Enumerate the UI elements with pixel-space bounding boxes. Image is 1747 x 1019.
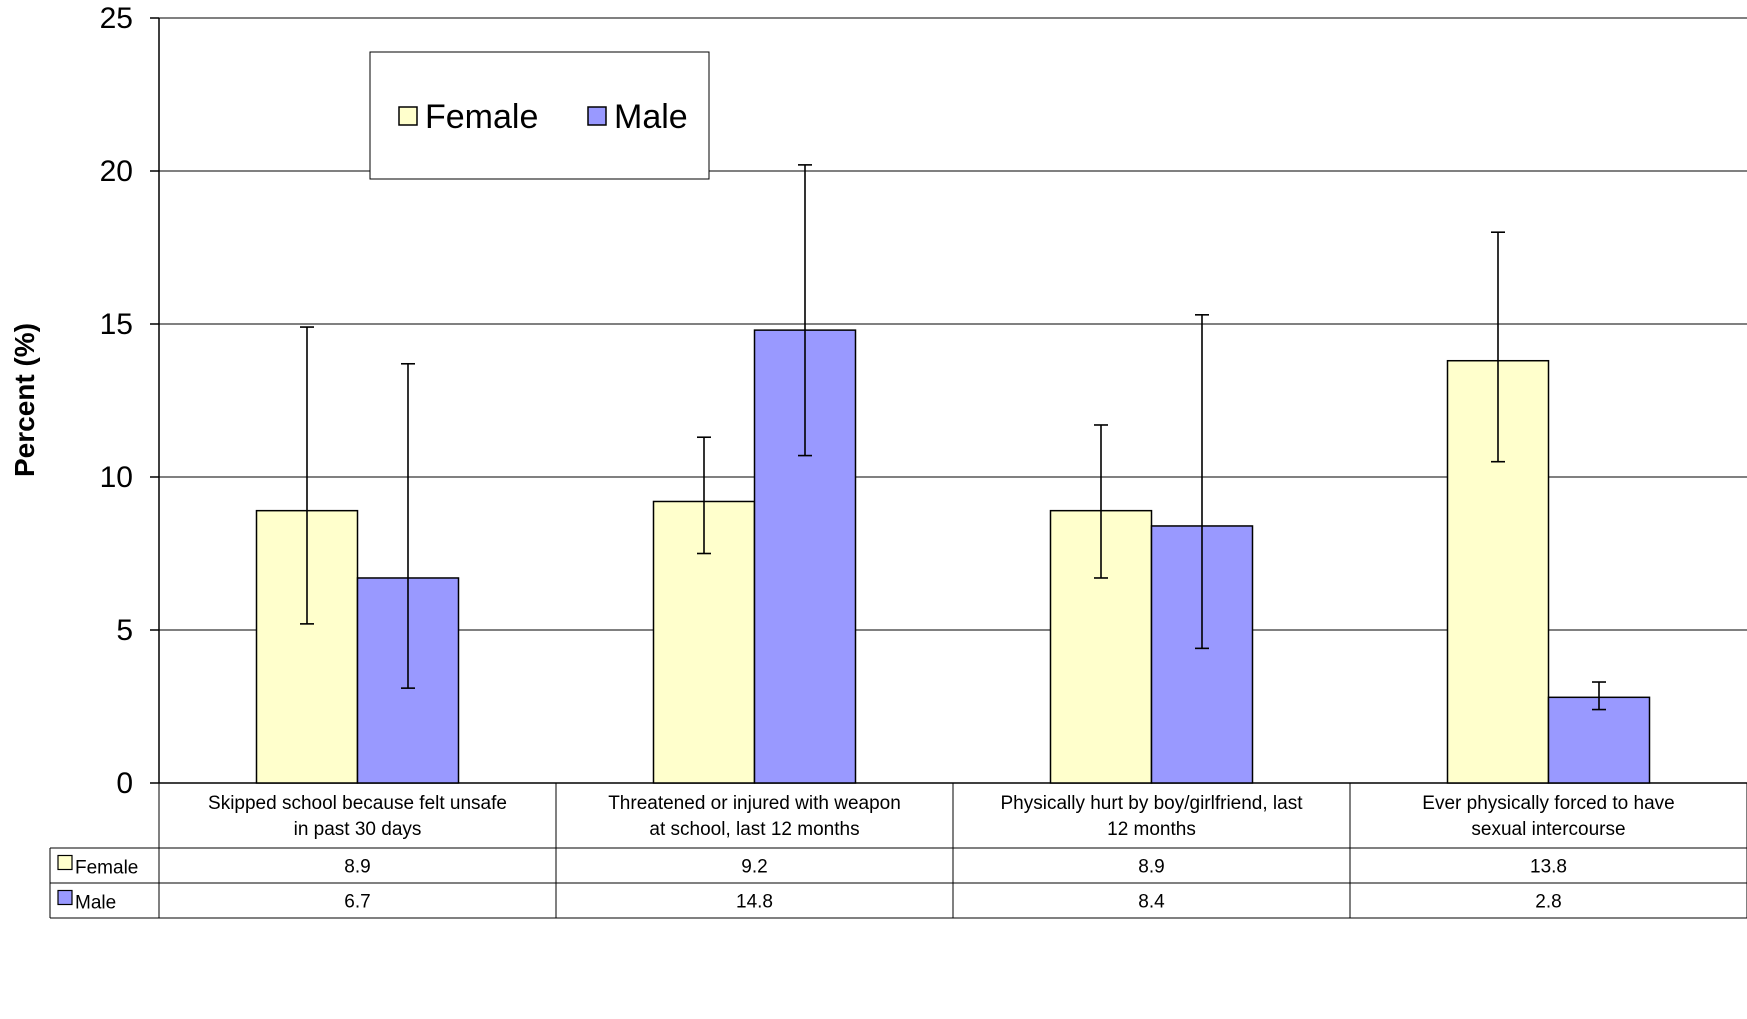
data-table: Skipped school because felt unsafe in pas… <box>49 783 1747 919</box>
y-tick-label-0: 0 <box>116 767 133 800</box>
legend-label-male: Male <box>614 98 688 136</box>
y-tick-label-15: 15 <box>100 308 133 341</box>
category-label-0-0: Skipped school because felt unsafe <box>208 793 507 814</box>
data-label-female-1: 9.2 <box>741 857 767 878</box>
legend-box <box>369 51 710 180</box>
category-label-2-0: Physically hurt by boy/girlfriend, last <box>1000 793 1303 814</box>
legend: Female Male <box>369 51 710 180</box>
category-label-3-0: Ever physically forced to have <box>1422 793 1674 814</box>
row-label-male: Male <box>75 893 116 914</box>
data-label-male-2: 8.4 <box>1138 892 1165 913</box>
axes: 0 5 10 15 20 25 <box>100 2 1747 800</box>
category-label-0-1: in past 30 days <box>294 819 422 840</box>
y-tick-label-5: 5 <box>116 614 133 647</box>
y-tick-label-10: 10 <box>100 461 133 494</box>
y-tick-label-25: 25 <box>100 2 133 35</box>
data-label-female-2: 8.9 <box>1138 857 1164 878</box>
y-tick-label-20: 20 <box>100 155 133 188</box>
y-axis-label: Percent (%) <box>9 323 40 477</box>
bars <box>255 329 1651 784</box>
data-label-male-3: 2.8 <box>1535 892 1561 913</box>
legend-swatch-female <box>398 106 418 126</box>
data-label-male-0: 6.7 <box>344 892 370 913</box>
category-label-1-1: at school, last 12 months <box>649 819 859 840</box>
data-label-female-0: 8.9 <box>344 857 370 878</box>
category-label-2-1: 12 months <box>1107 819 1196 840</box>
row-swatch-female <box>57 854 73 871</box>
data-label-male-1: 14.8 <box>736 892 773 913</box>
error-bars <box>300 164 1606 711</box>
data-label-female-3: 13.8 <box>1530 857 1567 878</box>
category-label-1-0: Threatened or injured with weapon <box>608 793 901 814</box>
legend-swatch-male <box>587 106 607 126</box>
row-label-female: Female <box>75 858 138 879</box>
category-label-3-1: sexual intercourse <box>1471 819 1625 840</box>
row-swatch-male <box>57 889 73 906</box>
bar-male-3 <box>1547 696 1651 784</box>
legend-label-female: Female <box>425 98 538 136</box>
